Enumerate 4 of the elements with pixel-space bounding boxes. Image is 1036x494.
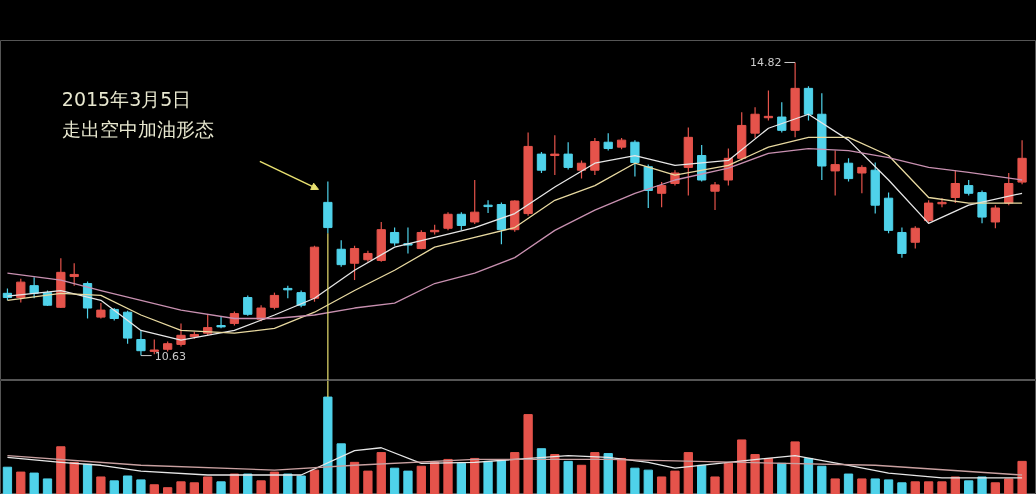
annotation: 走出空中加油形态: [61, 118, 214, 141]
annotation: 2015年3月5日: [61, 88, 192, 111]
annotation: 10.63: [154, 349, 187, 363]
annotation: 14.82: [749, 56, 782, 70]
